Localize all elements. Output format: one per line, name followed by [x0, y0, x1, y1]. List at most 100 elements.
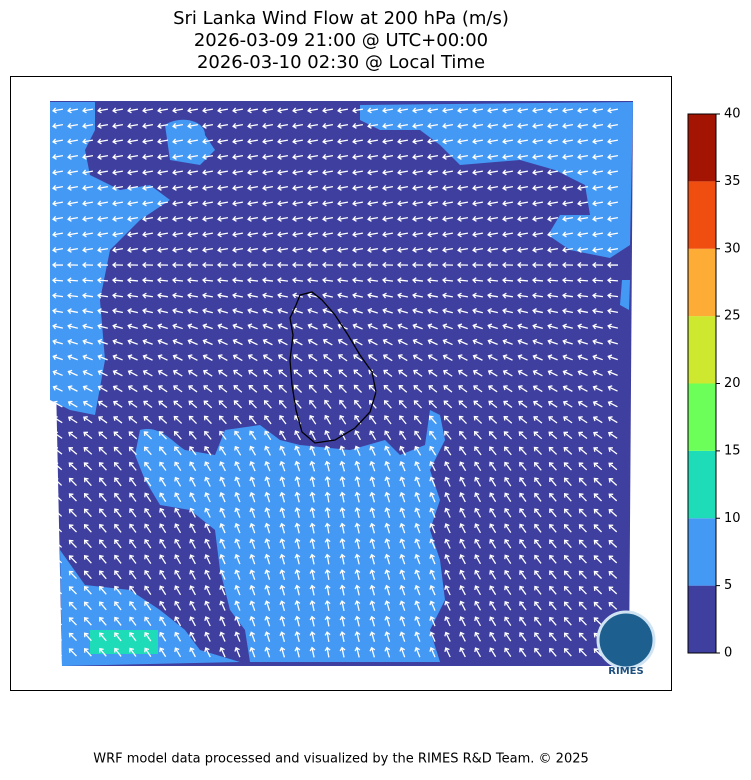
- wind-arrow: [309, 430, 316, 441]
- wind-arrow: [533, 446, 542, 456]
- wind-arrow: [309, 445, 316, 456]
- wind-arrow: [279, 399, 287, 409]
- wind-arrow: [279, 553, 286, 565]
- wind-arrow: [503, 400, 513, 409]
- wind-arrow: [339, 445, 346, 456]
- wind-arrow: [459, 430, 467, 440]
- wind-arrow: [337, 122, 349, 129]
- wind-arrow: [397, 354, 408, 362]
- wind-arrow: [444, 476, 451, 487]
- wind-arrow: [278, 369, 288, 378]
- wind-arrow: [159, 585, 167, 596]
- wind-arrow: [277, 184, 289, 191]
- wind-arrow: [127, 215, 139, 222]
- wind-arrow: [294, 538, 301, 550]
- wind-arrow: [97, 107, 109, 114]
- footer: WRF model data processed and visualized …: [93, 752, 589, 767]
- wind-arrow: [399, 461, 406, 472]
- wind-arrow: [307, 107, 319, 114]
- wind-arrow: [204, 600, 211, 611]
- wind-arrow: [489, 446, 497, 456]
- wind-arrow: [83, 555, 92, 564]
- wind-arrow: [264, 522, 271, 534]
- wind-arrow: [68, 632, 77, 642]
- wind-arrow: [532, 200, 544, 207]
- wind-arrow: [607, 354, 618, 361]
- wind-arrow: [459, 631, 466, 642]
- wind-arrow: [142, 231, 154, 238]
- wind-arrow: [187, 323, 198, 330]
- wind-arrow: [562, 122, 574, 129]
- wind-arrow: [187, 215, 199, 222]
- wind-arrow: [249, 491, 256, 503]
- wind-arrow: [547, 169, 559, 176]
- wind-arrow: [294, 631, 301, 643]
- wind-arrow: [82, 369, 93, 377]
- wind-arrow: [472, 107, 484, 114]
- wind-arrow: [144, 477, 152, 487]
- wind-arrow: [248, 385, 258, 393]
- wind-arrow: [157, 308, 169, 314]
- wind-arrow: [369, 491, 376, 503]
- wind-arrow: [322, 231, 334, 238]
- wind-arrow: [517, 169, 529, 176]
- wind-arrow: [127, 231, 139, 238]
- wind-arrow: [173, 385, 183, 393]
- wind-arrow: [127, 122, 139, 129]
- wind-arrow: [577, 122, 589, 129]
- wind-arrow: [337, 277, 349, 284]
- wind-arrow: [157, 107, 169, 114]
- wind-arrow: [429, 461, 436, 472]
- wind-arrow: [444, 647, 451, 658]
- wind-arrow: [277, 354, 288, 362]
- wind-arrow: [219, 631, 226, 642]
- wind-arrow: [384, 476, 391, 487]
- wind-arrow: [293, 384, 303, 393]
- wind-arrow: [67, 292, 79, 299]
- wind-arrow: [369, 399, 377, 409]
- wind-arrow: [246, 261, 259, 268]
- wind-arrow: [382, 153, 394, 160]
- wind-arrow: [608, 539, 618, 548]
- wind-arrow: [412, 231, 424, 238]
- wind-arrow: [219, 616, 226, 627]
- wind-arrow: [532, 215, 544, 222]
- wind-arrow: [532, 169, 544, 176]
- wind-arrow: [384, 646, 391, 658]
- wind-arrow: [294, 615, 301, 627]
- wind-arrow: [577, 169, 589, 176]
- wind-arrow: [384, 460, 391, 472]
- wind-arrow: [487, 354, 498, 361]
- wind-arrow: [517, 138, 529, 145]
- wind-arrow: [262, 277, 274, 284]
- wind-arrow: [174, 647, 182, 658]
- wind-arrow: [607, 138, 619, 145]
- wind-arrow: [158, 415, 168, 424]
- wind-arrow: [53, 477, 63, 486]
- wind-arrow: [66, 261, 79, 268]
- wind-arrow: [563, 493, 572, 502]
- wind-arrow: [414, 584, 421, 596]
- wind-arrow: [97, 169, 109, 176]
- wind-arrow: [187, 138, 199, 145]
- wind-arrow: [339, 507, 346, 519]
- map: RIMES: [50, 101, 656, 677]
- wind-arrow: [188, 385, 198, 393]
- colorbar-band: [688, 248, 716, 317]
- wind-arrow: [504, 554, 512, 565]
- wind-arrow: [159, 554, 167, 565]
- wind-arrow: [562, 277, 574, 284]
- wind-arrow: [472, 354, 483, 361]
- wind-arrow: [577, 215, 589, 222]
- wind-arrow: [354, 399, 362, 409]
- wind-arrow: [369, 631, 376, 642]
- wind-arrow: [592, 338, 603, 345]
- wind-arrow: [429, 491, 436, 503]
- wind-arrow: [533, 416, 543, 424]
- wind-arrow: [593, 601, 603, 610]
- wind-arrow: [306, 261, 319, 268]
- wind-arrow: [262, 107, 274, 114]
- wind-arrow: [369, 476, 376, 487]
- wind-arrow: [427, 184, 439, 191]
- wind-arrow: [234, 631, 241, 642]
